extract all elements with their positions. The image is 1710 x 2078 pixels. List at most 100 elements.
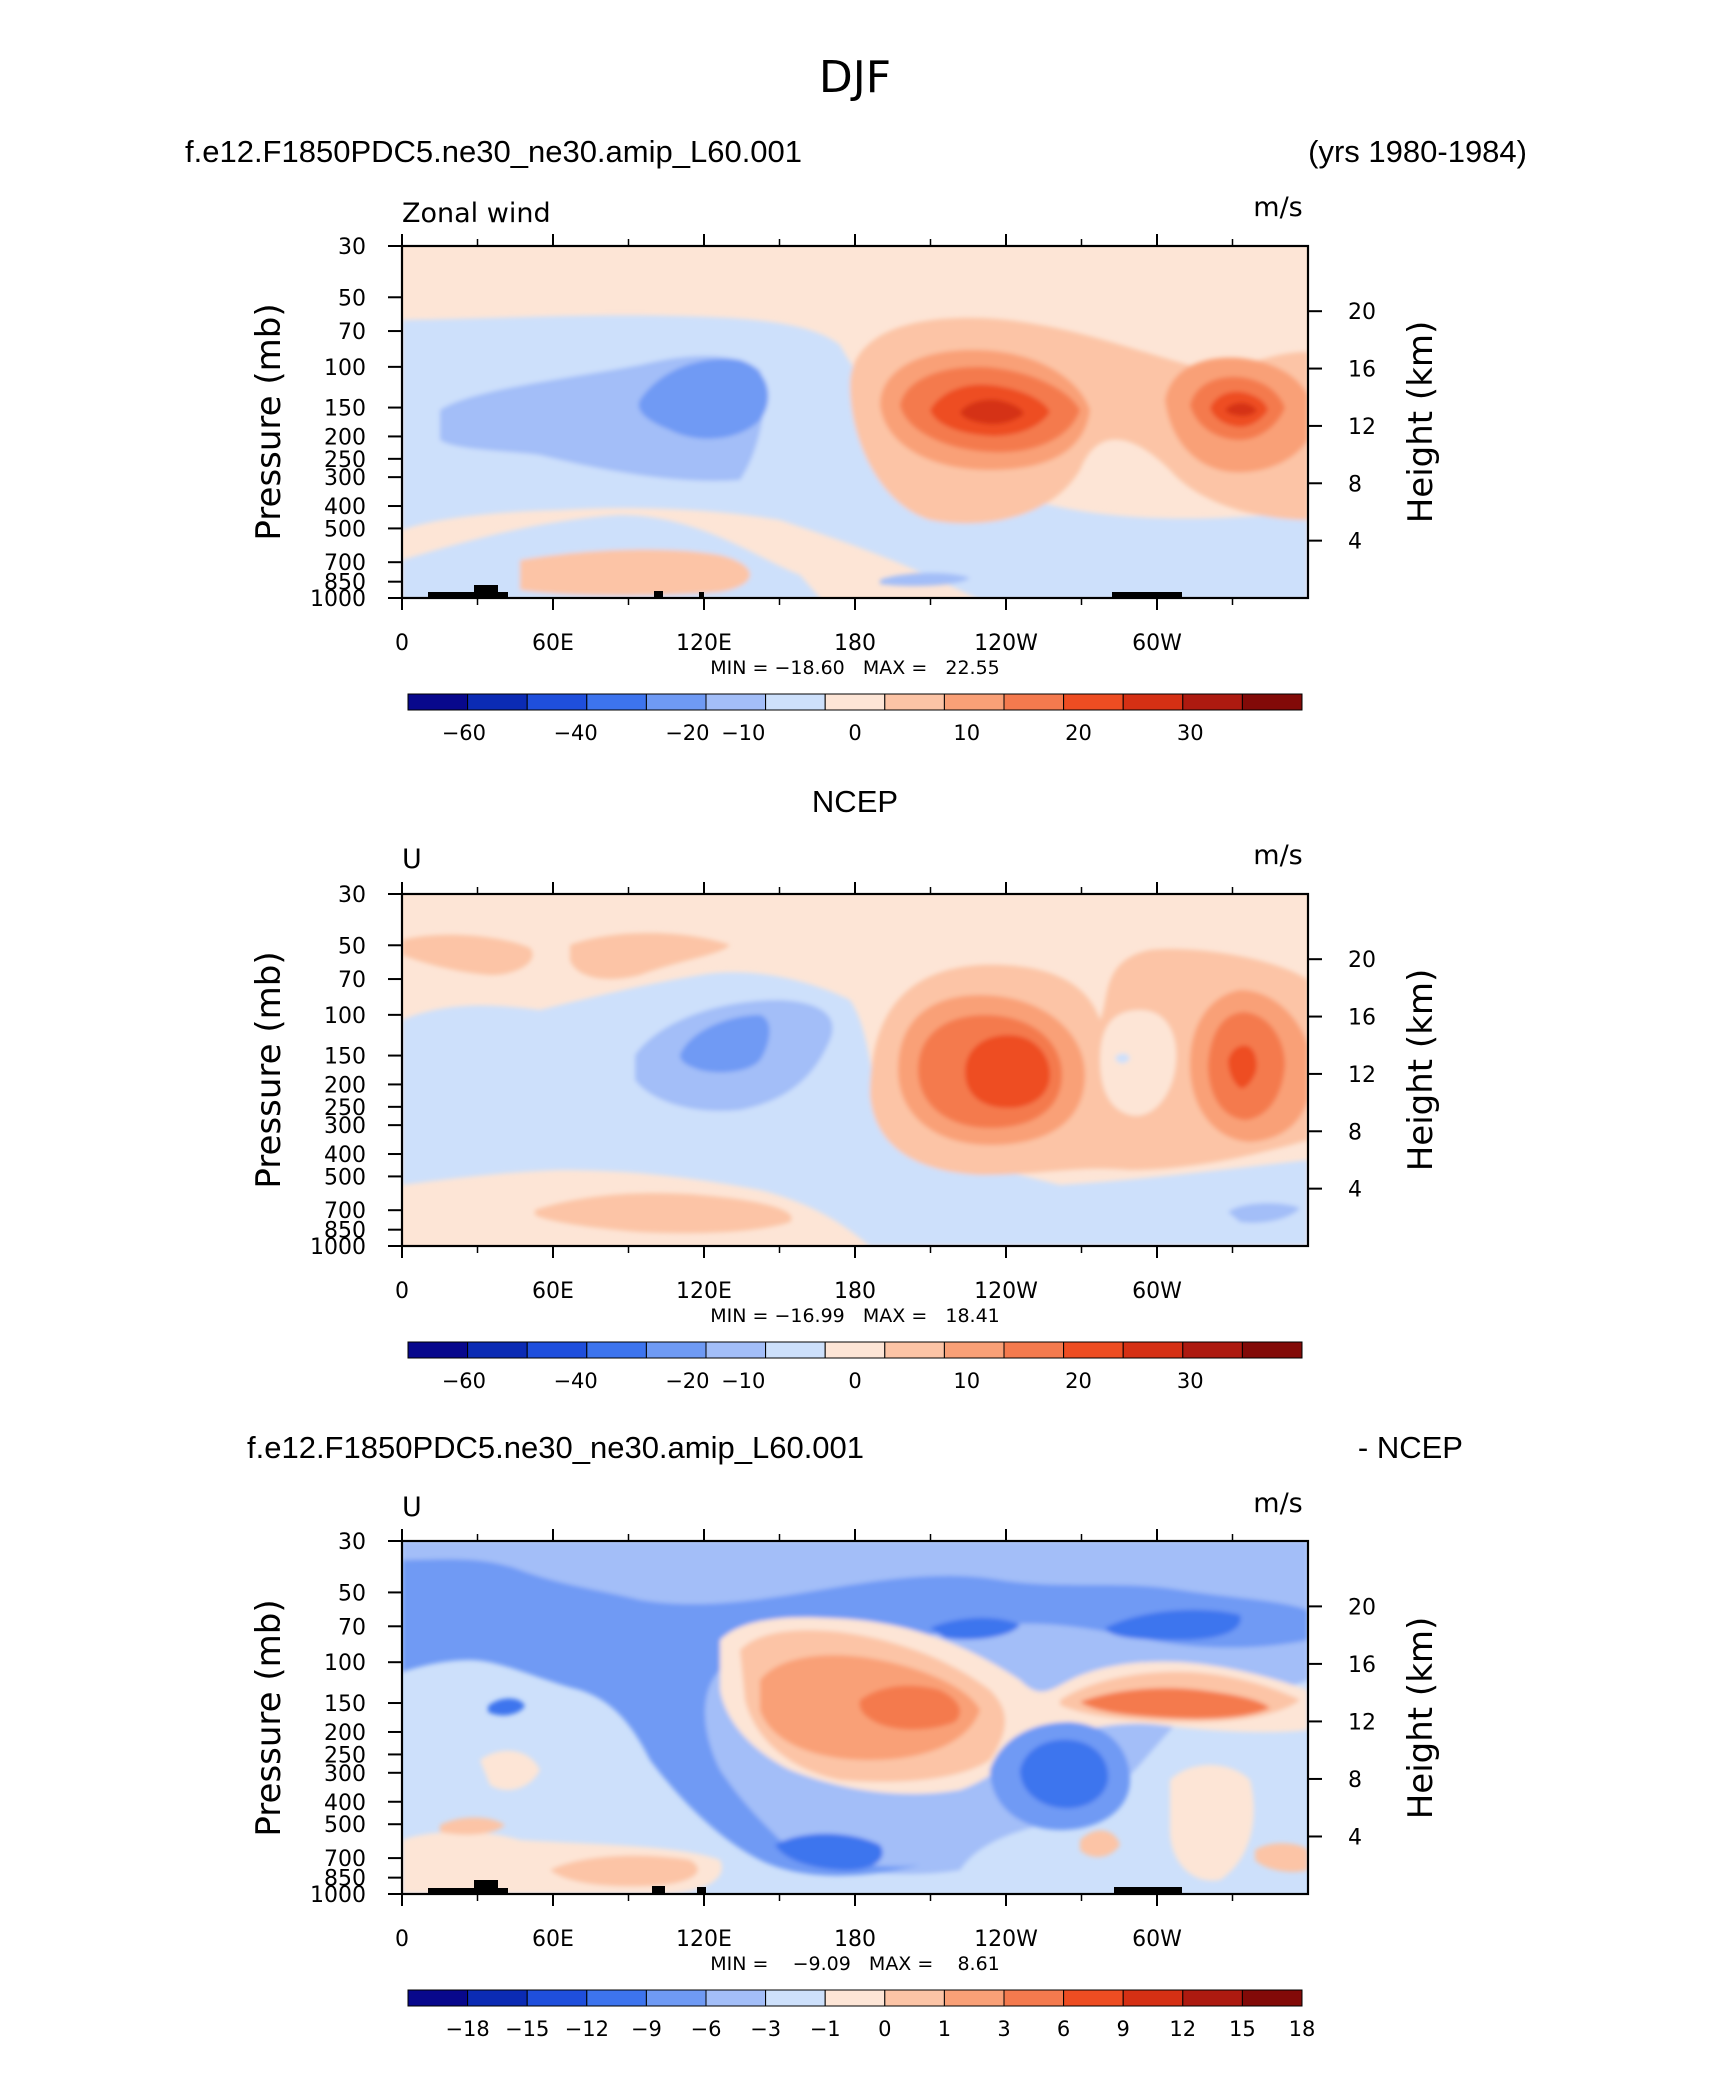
colorbar-box	[884, 1341, 945, 1359]
plot-area	[400, 1539, 1310, 1896]
colorbar-label: 6	[1057, 2017, 1070, 2041]
panel-title-left: f.e12.F1850PDC5.ne30_ne30.amip_L60.001	[185, 134, 802, 169]
y-right-tick-label: 8	[1348, 1120, 1362, 1145]
y-right-tick-label: 20	[1348, 300, 1376, 325]
x-tick-label: 60W	[1132, 631, 1182, 656]
y-tick-label: 30	[338, 1530, 366, 1555]
y-tick-label: 400	[324, 495, 366, 520]
colorbar-box	[1003, 1989, 1065, 2007]
y-tick-label: 300	[324, 1114, 366, 1139]
contour-blue-3a	[930, 1617, 1020, 1640]
y-tick-label: 30	[338, 235, 366, 260]
colorbar-box	[1063, 1341, 1124, 1359]
variable-label: U	[402, 844, 422, 875]
variable-label: Zonal wind	[402, 198, 551, 229]
x-tick-label: 0	[395, 1927, 409, 1952]
colorbar-box	[1241, 1341, 1303, 1359]
y-axis-label-right: Height (km)	[1401, 969, 1441, 1172]
y-tick-label: 500	[324, 517, 366, 542]
contour-blue-3b	[1105, 1609, 1241, 1640]
y-tick-label: 1000	[310, 587, 366, 612]
y-tick-label: 850	[324, 1219, 366, 1244]
colorbar-box	[1122, 693, 1184, 711]
colorbar-box	[407, 1341, 469, 1359]
y-tick-label: 150	[324, 397, 366, 422]
y-tick-label: 1000	[310, 1883, 366, 1908]
panel-title-center: NCEP	[812, 784, 898, 819]
colorbar-box	[467, 693, 528, 711]
colorbar-box	[586, 1341, 647, 1359]
x-tick-label: 180	[834, 1927, 876, 1952]
x-tick-label: 60W	[1132, 1279, 1182, 1304]
colorbar-box	[765, 693, 826, 711]
panel-model: f.e12.F1850PDC5.ne30_ne30.amip_L60.001 (…	[185, 134, 1527, 745]
colorbar-box	[884, 693, 945, 711]
y-right-tick-label: 16	[1348, 1006, 1376, 1031]
colorbar-label: −15	[505, 2017, 549, 2041]
x-tick-label: 120W	[974, 1927, 1038, 1952]
y-axis-label: Pressure (mb)	[249, 303, 289, 540]
y-right-tick-label: 8	[1348, 472, 1362, 497]
colorbar-box	[1122, 1989, 1184, 2007]
colorbar-box	[765, 1989, 826, 2007]
x-tick-label: 0	[395, 1279, 409, 1304]
y-tick-label: 200	[324, 425, 366, 450]
contour-red-lowlevel	[535, 1193, 792, 1234]
y-tick-label: 400	[324, 1143, 366, 1168]
colorbar-label: −1	[810, 2017, 841, 2041]
plot-area	[400, 244, 1310, 600]
colorbar-box	[1241, 1989, 1303, 2007]
colorbar-box	[705, 1989, 767, 2007]
y-tick-label: 200	[324, 1721, 366, 1746]
panel-ncep: NCEP U m/s	[249, 784, 1441, 1393]
contour-gap	[1100, 1010, 1177, 1116]
colorbar-label: −60	[442, 1369, 486, 1393]
topography	[428, 1880, 1182, 1894]
colorbar-box	[1003, 693, 1065, 711]
y-tick-label: 700	[324, 1847, 366, 1872]
y-right-tick-label: 20	[1348, 1595, 1376, 1620]
colorbar-box	[407, 1989, 469, 2007]
colorbar-box	[645, 693, 707, 711]
y-tick-label: 150	[324, 1692, 366, 1717]
colorbar-box	[765, 1341, 826, 1359]
x-tick-label: 180	[834, 631, 876, 656]
contour-red-right-3	[1255, 1843, 1308, 1872]
min-max-stats: MIN = −18.60 MAX = 22.55	[710, 657, 1000, 679]
colorbar-box	[1122, 1341, 1184, 1359]
colorbar-label: 18	[1289, 2017, 1316, 2041]
y-right-tick-label: 4	[1348, 1825, 1362, 1850]
units-label: m/s	[1253, 1488, 1302, 1519]
x-tick-label: 60E	[532, 1927, 574, 1952]
panel-title-left: f.e12.F1850PDC5.ne30_ne30.amip_L60.001	[247, 1430, 864, 1465]
colorbar-box	[1182, 1341, 1243, 1359]
colorbar-box	[943, 1341, 1005, 1359]
colorbar-label: −40	[553, 1369, 597, 1393]
colorbar-box	[705, 693, 767, 711]
y-tick-label: 70	[338, 968, 366, 993]
y-right-tick-label: 12	[1348, 1063, 1376, 1088]
y-tick-label: 100	[324, 1004, 366, 1029]
contour-blue-low-right	[1228, 1203, 1300, 1223]
colorbar-label: −3	[750, 2017, 781, 2041]
colorbar-box	[1182, 693, 1243, 711]
contour-red-right-1	[1170, 1765, 1254, 1881]
colorbar-box	[586, 693, 647, 711]
colorbar-label: 0	[848, 721, 861, 745]
contour-red-low-3	[440, 1817, 505, 1835]
colorbar-label: 15	[1229, 2017, 1256, 2041]
contour-jet2-5	[1225, 402, 1257, 417]
y-tick-label: 70	[338, 1615, 366, 1640]
contour-jet1-5	[960, 399, 1024, 425]
y-tick-label: 200	[324, 1073, 366, 1098]
contour-blue-core-2	[1020, 1739, 1109, 1809]
colorbar-box	[526, 1989, 588, 2007]
colorbar-box	[884, 1989, 945, 2007]
y-tick-label: 300	[324, 466, 366, 491]
y-tick-label: 500	[324, 1813, 366, 1838]
y-tick-label: 150	[324, 1045, 366, 1070]
y-right-tick-label: 20	[1348, 948, 1376, 973]
colorbar-label: 0	[848, 1369, 861, 1393]
colorbar-label: −20	[665, 1369, 709, 1393]
